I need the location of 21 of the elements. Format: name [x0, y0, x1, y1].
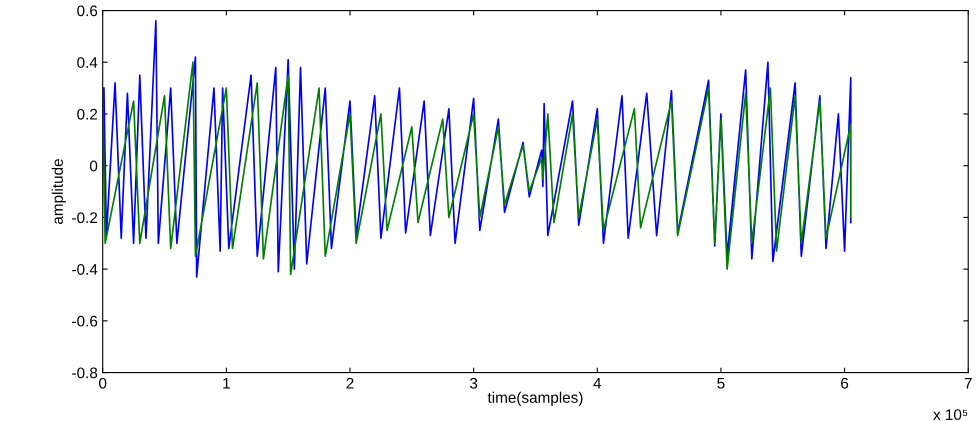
x-axis-title: time(samples)	[488, 392, 582, 406]
x-tick-label: 6	[841, 378, 848, 389]
x-tick-label: 2	[346, 378, 354, 389]
y-tick-label: -0.4	[72, 264, 98, 275]
y-tick-label: -0.8	[72, 367, 98, 378]
x-tick-label: 0	[99, 378, 106, 389]
y-tick-label: 0	[90, 160, 98, 172]
y-tick-label: -0.6	[72, 316, 98, 327]
text: x 10⁵	[933, 409, 968, 420]
x-tick-label: 4	[593, 378, 602, 389]
y-axis-title: amplitude	[52, 159, 66, 224]
x-tick-label: 1	[223, 378, 230, 389]
x-tick-label: 5	[717, 378, 725, 389]
y-tick-label: -0.2	[72, 212, 98, 224]
y-tick-label: 0.6	[77, 5, 98, 16]
x-tick-label: 7	[964, 378, 972, 389]
y-tick-label: 0.4	[77, 57, 98, 68]
line-series	[102, 61, 852, 276]
x-tick-label: 3	[470, 378, 478, 389]
line-series	[103, 20, 852, 278]
y-tick-label: 0.2	[77, 108, 98, 120]
